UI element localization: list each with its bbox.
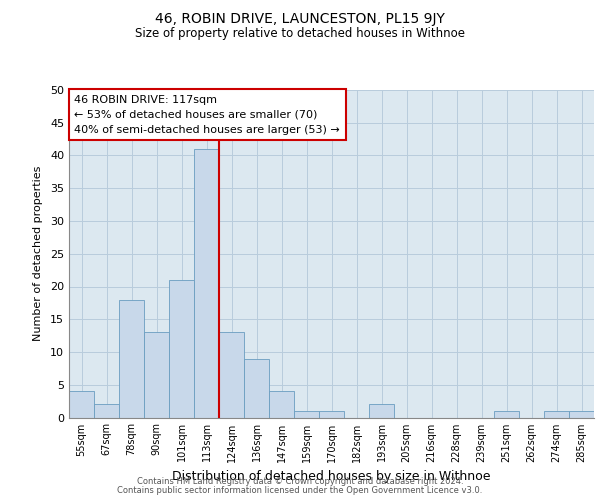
Bar bbox=[544, 411, 569, 418]
Bar bbox=[294, 411, 319, 418]
Text: 46, ROBIN DRIVE, LAUNCESTON, PL15 9JY: 46, ROBIN DRIVE, LAUNCESTON, PL15 9JY bbox=[155, 12, 445, 26]
Text: Contains HM Land Registry data © Crown copyright and database right 2024.: Contains HM Land Registry data © Crown c… bbox=[137, 477, 463, 486]
Bar bbox=[144, 332, 169, 418]
Y-axis label: Number of detached properties: Number of detached properties bbox=[33, 166, 43, 342]
Bar bbox=[369, 404, 394, 417]
Bar bbox=[69, 392, 94, 417]
Bar bbox=[569, 411, 594, 418]
Text: Size of property relative to detached houses in Withnoe: Size of property relative to detached ho… bbox=[135, 28, 465, 40]
Bar bbox=[169, 280, 194, 417]
Bar bbox=[194, 149, 219, 417]
X-axis label: Distribution of detached houses by size in Withnoe: Distribution of detached houses by size … bbox=[172, 470, 491, 483]
Bar bbox=[244, 358, 269, 418]
Bar bbox=[269, 392, 294, 417]
Text: Contains public sector information licensed under the Open Government Licence v3: Contains public sector information licen… bbox=[118, 486, 482, 495]
Bar bbox=[119, 300, 144, 418]
Text: 46 ROBIN DRIVE: 117sqm
← 53% of detached houses are smaller (70)
40% of semi-det: 46 ROBIN DRIVE: 117sqm ← 53% of detached… bbox=[74, 95, 340, 134]
Bar bbox=[494, 411, 519, 418]
Bar bbox=[94, 404, 119, 417]
Bar bbox=[219, 332, 244, 418]
Bar bbox=[319, 411, 344, 418]
